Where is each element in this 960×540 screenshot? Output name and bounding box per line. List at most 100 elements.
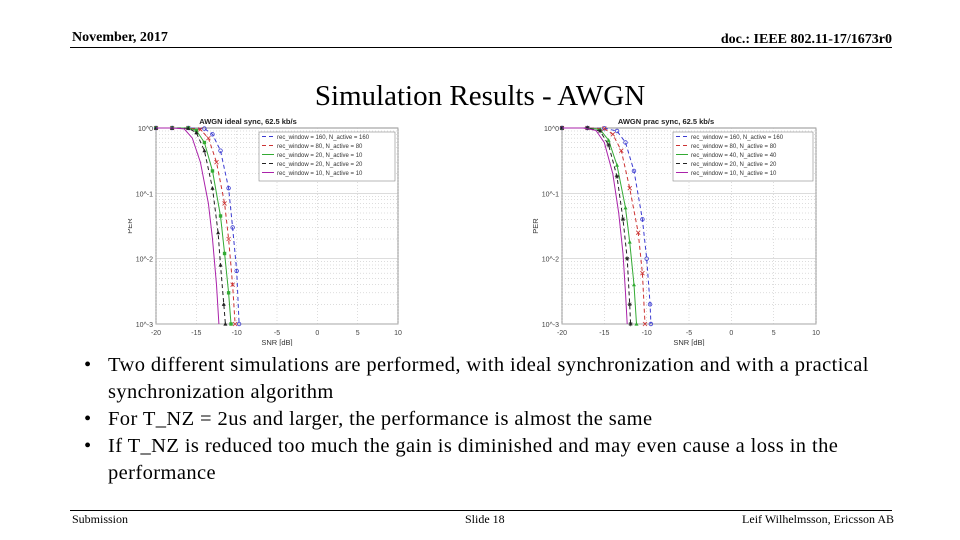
chart1-data-point: [602, 126, 607, 131]
chart1-x-tick-label: 0: [729, 330, 733, 337]
bullet-dot: •: [84, 408, 92, 430]
chart0-x-tick-label: 10: [394, 330, 402, 337]
chart1-legend-label: rec_window = 40, N_active = 40: [691, 153, 777, 159]
chart0-data-point: [234, 268, 239, 274]
chart0-data-point: [218, 214, 223, 218]
chart1-x-tick-label: -5: [686, 330, 692, 337]
chart-prac-sync-svg: -20 -15 -10 -5 0 5 10 10^0 10^-1 10^-2 10^-3 SNR [d…: [531, 117, 820, 346]
chart0-data-point: [222, 251, 227, 256]
chart1-data-point: [614, 128, 620, 134]
chart1-data-point: [615, 162, 620, 167]
chart0-y-axis-label: PER: [128, 218, 134, 234]
header-divider: [70, 47, 892, 48]
chart1-data-point: [585, 125, 590, 131]
chart1-data-point: [627, 302, 632, 307]
chart0-legend-label: rec_window = 80, N_active = 80: [277, 144, 363, 150]
chart1-data-point: [606, 142, 611, 148]
chart0-y-tick-label: 10^-1: [136, 191, 153, 198]
chart0-data-point: [194, 128, 199, 133]
chart0-x-tick-label: -5: [274, 330, 280, 337]
chart1-legend-box: [672, 131, 814, 182]
chart0-data-point: [222, 201, 227, 206]
chart0-data-point: [229, 322, 233, 326]
chart0-data-point: [198, 127, 203, 132]
chart1-legend-label: rec_window = 160, N_active = 160: [691, 135, 784, 141]
chart1-data-point: [597, 128, 603, 134]
chart0-data-point: [230, 282, 235, 287]
chart0-data-point: [202, 140, 207, 145]
bullet-text: If T_NZ is reduced too much the gain is …: [108, 435, 839, 484]
chart0-x-tick-label: -10: [232, 330, 242, 337]
chart1-data-point: [647, 302, 653, 307]
chart0-data-point: [210, 185, 215, 190]
chart0-legend-label: rec_window = 160, N_active = 160: [277, 135, 370, 141]
chart1-data-point: [640, 217, 645, 222]
chart-ideal-sync: -20 -15 -10 -5 0 5 10 10^0 10^-1 10^-2 10^-3 SNR [d…: [128, 114, 410, 346]
chart0-x-axis-label: SNR [dB]: [261, 338, 292, 346]
footer-author: Leif Wilhelmsson, Ericsson AB: [742, 512, 894, 526]
chart-ideal-sync-svg: -20 -15 -10 -5 0 5 10 10^0 10^-1 10^-2 10^-3 SNR [d…: [128, 117, 402, 346]
chart1-x-tick-label: -15: [599, 330, 609, 337]
chart-prac-sync: -20 -15 -10 -5 0 5 10 10^0 10^-1 10^-2 10^-3 SNR [d…: [530, 114, 830, 346]
chart0-data-point: [210, 132, 215, 137]
chart1-data-point: [623, 140, 628, 145]
chart0-x-tick-label: -15: [191, 330, 201, 337]
bullet-item: • For T_NZ = 2us and larger, the performa…: [84, 406, 880, 433]
chart1-y-tick-label: 10^-3: [542, 322, 559, 329]
bullet-text: Two different simulations are performed,…: [108, 354, 869, 403]
chart1-legend-label: rec_window = 20, N_active = 20: [691, 162, 777, 168]
bullet-list: • Two different simulations are performed…: [84, 352, 880, 487]
chart1-y-tick-label: 10^-2: [542, 257, 559, 264]
chart0-x-tick-label: 0: [315, 330, 319, 337]
chart1-legend-label: rec_window = 80, N_active = 80: [691, 144, 777, 150]
chart1-y-tick-label: 10^-1: [542, 191, 559, 198]
chart0-series-line: [156, 127, 220, 325]
footer-slide-number: Slide 18: [465, 512, 505, 526]
chart1-data-point: [624, 256, 630, 261]
chart0-x-tick-label: 5: [356, 330, 360, 337]
chart1-y-axis-label: PER: [531, 218, 540, 234]
chart0-y-tick-label: 10^0: [138, 126, 153, 133]
chart1-data-point: [623, 205, 628, 210]
chart0-y-tick-label: 10^-2: [136, 257, 153, 264]
chart1-data-point: [606, 138, 611, 142]
header-doc-id: doc.: IEEE 802.11-17/1673r0: [720, 32, 892, 47]
header-date: November, 2017: [72, 30, 168, 45]
chart0-legend-label: rec_window = 20, N_active = 20: [277, 162, 363, 168]
chart1-data-point: [640, 270, 645, 276]
footer-divider: [70, 510, 892, 511]
chart0-data-point: [226, 291, 231, 295]
chart0-data-point: [214, 159, 219, 165]
footer-submission: Submission: [72, 512, 129, 526]
bullet-item: • Two different simulations are performed…: [84, 352, 880, 406]
chart1-data-point: [602, 126, 607, 131]
bullet-dot: •: [84, 354, 92, 376]
chart0-data-point: [206, 135, 211, 141]
bullet-text: For T_NZ = 2us and larger, the performan…: [108, 408, 653, 430]
chart1-data-point: [618, 148, 624, 153]
chart0-x-tick-label: -20: [151, 330, 161, 337]
chart1-series-line: [562, 127, 652, 325]
chart1-data-point: [627, 185, 633, 191]
chart1-data-point: [644, 256, 649, 261]
chart1-data-point: [634, 321, 639, 326]
chart1-y-tick-label: 10^0: [544, 126, 559, 133]
chart1-x-tick-label: -10: [642, 330, 652, 337]
chart0-data-point: [236, 321, 242, 327]
chart0-data-point: [232, 321, 238, 327]
bullet-item: • If T_NZ is reduced too much the gain is…: [84, 433, 880, 487]
chart0-data-point: [221, 302, 226, 306]
chart0-data-point: [226, 236, 231, 242]
chart1-x-tick-label: -20: [557, 330, 567, 337]
chart0-data-point: [226, 185, 231, 191]
chart1-x-tick-label: 5: [772, 330, 776, 337]
chart1-x-tick-label: 10: [812, 330, 820, 337]
chart0-data-point: [194, 130, 199, 135]
chart0-legend-box: [258, 131, 396, 182]
chart0-data-point: [230, 225, 235, 230]
chart1-legend-label: rec_window = 10, N_active = 10: [691, 171, 777, 177]
chart0-data-point: [202, 126, 207, 131]
chart0-title: AWGN ideal sync, 62.5 kb/s: [199, 117, 297, 126]
chart1-data-point: [627, 239, 632, 244]
slide-title: Simulation Results - AWGN: [314, 80, 646, 112]
